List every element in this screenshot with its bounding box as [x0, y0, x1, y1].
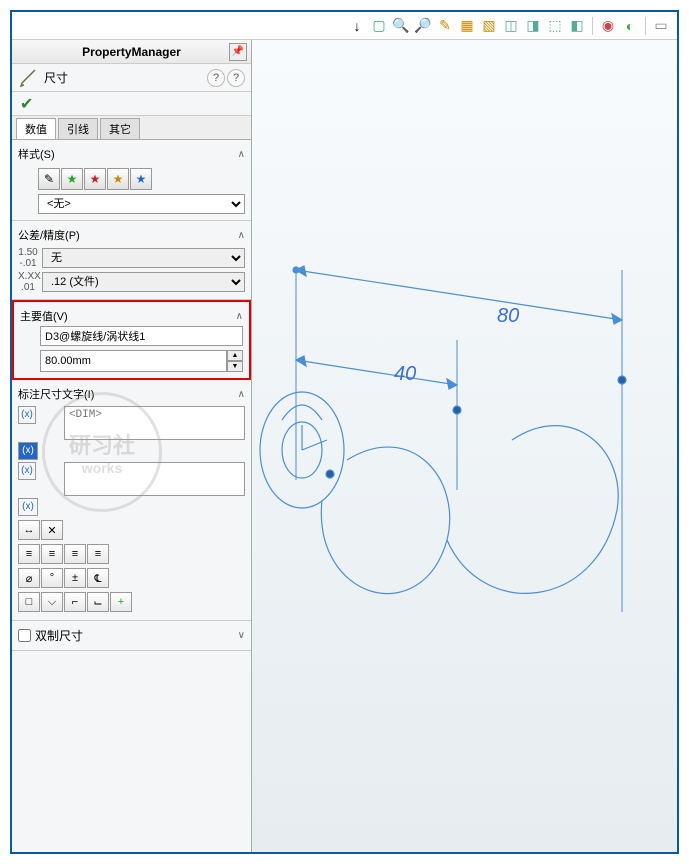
- align-btn[interactable]: ≡: [87, 544, 109, 564]
- tab-leader[interactable]: 引线: [58, 118, 98, 139]
- section-label: 样式(S): [18, 146, 55, 162]
- main-value-section: 主要值(V) ∧ ▲ ▼: [12, 300, 251, 380]
- dim-text-area[interactable]: [64, 406, 245, 440]
- view-toolbar: ↓ ▢ 🔍 🔎 ✎ ▦ ▧ ◫ ◨ ⬚ ◧ ◉ ◐ ▭: [12, 12, 677, 40]
- panel-title-bar: PropertyManager 📌: [12, 40, 251, 64]
- collapse-icon: ∧: [238, 149, 245, 160]
- tab-value[interactable]: 数值: [16, 118, 56, 139]
- dim-text-section: 标注尺寸文字(I) ∧ (x) (x) (x) (x) ↔ ✕ ≡: [12, 380, 251, 621]
- symbol-pm-btn[interactable]: ±: [64, 568, 86, 588]
- tolerance-section: 公差/精度(P) ∧ 1.50-.01 无 X.XX.01 .12 (文件): [12, 221, 251, 300]
- display-icon[interactable]: ◨: [523, 16, 543, 36]
- section-icon[interactable]: ▦: [457, 16, 477, 36]
- graphics-viewport[interactable]: 80 40 2: [252, 40, 677, 852]
- style-btn[interactable]: ✎: [38, 168, 60, 190]
- format-btn[interactable]: ✕: [41, 520, 63, 540]
- dimension-value-input[interactable]: [40, 350, 227, 372]
- style-dropdown[interactable]: <无>: [38, 194, 245, 214]
- help-button[interactable]: ?: [207, 69, 225, 87]
- dim-text-area[interactable]: [64, 462, 245, 496]
- zoom-icon[interactable]: 🔍: [391, 16, 411, 36]
- sketch-svg: 80 40: [252, 40, 672, 820]
- display-icon[interactable]: ⬚: [545, 16, 565, 36]
- precision-icon: X.XX.01: [18, 271, 38, 293]
- dim-40: 40: [394, 363, 416, 385]
- collapse-icon: ∧: [236, 311, 243, 322]
- dimension-icon: [20, 69, 38, 87]
- tolerance-type-dropdown[interactable]: 无: [42, 248, 245, 268]
- align-left-btn[interactable]: ≡: [18, 544, 40, 564]
- scene-icon[interactable]: ◐: [620, 16, 640, 36]
- style-load-btn[interactable]: ★: [130, 168, 152, 190]
- collapse-icon: ∨: [238, 630, 245, 641]
- separator: [645, 17, 646, 35]
- dim-80: 80: [497, 305, 519, 327]
- collapse-icon: ∧: [238, 230, 245, 241]
- text-pos-icon[interactable]: (x): [18, 406, 36, 424]
- symbol-btn[interactable]: ⌵: [41, 592, 63, 612]
- dual-dim-section: 双制尺寸 ∨: [12, 621, 251, 651]
- symbol-sq-btn[interactable]: □: [18, 592, 40, 612]
- collapse-icon: ∧: [238, 389, 245, 400]
- tool-icon[interactable]: ▢: [369, 16, 389, 36]
- spinner-up[interactable]: ▲: [227, 350, 243, 361]
- align-right-btn[interactable]: ≡: [64, 544, 86, 564]
- symbol-degree-btn[interactable]: °: [41, 568, 63, 588]
- tab-other[interactable]: 其它: [100, 118, 140, 139]
- appearance-icon[interactable]: ◉: [598, 16, 618, 36]
- text-pos-icon[interactable]: (x): [18, 442, 38, 460]
- help-button[interactable]: ?: [227, 69, 245, 87]
- display-icon[interactable]: ◧: [567, 16, 587, 36]
- pin-button[interactable]: 📌: [229, 43, 247, 61]
- symbol-diameter-btn[interactable]: ⌀: [18, 568, 40, 588]
- text-pos-icon[interactable]: (x): [18, 462, 36, 480]
- symbol-more-btn[interactable]: +: [110, 592, 132, 612]
- feature-name: 尺寸: [44, 69, 68, 86]
- spinner-down[interactable]: ▼: [227, 361, 243, 372]
- precision-dropdown[interactable]: .12 (文件): [42, 272, 245, 292]
- app-frame: ↓ ▢ 🔍 🔎 ✎ ▦ ▧ ◫ ◨ ⬚ ◧ ◉ ◐ ▭ PropertyMana…: [10, 10, 679, 854]
- symbol-center-btn[interactable]: ℄: [87, 568, 109, 588]
- style-del-btn[interactable]: ★: [84, 168, 106, 190]
- section-header[interactable]: 公差/精度(P) ∧: [18, 225, 245, 245]
- separator: [592, 17, 593, 35]
- section-label: 主要值(V): [20, 308, 68, 324]
- ok-button[interactable]: ✔: [20, 94, 33, 114]
- confirm-bar: ✔: [12, 92, 251, 116]
- align-center-btn[interactable]: ≡: [41, 544, 63, 564]
- view-icon[interactable]: ▭: [651, 16, 671, 36]
- tab-bar: 数值 引线 其它: [12, 116, 251, 140]
- format-btn[interactable]: ↔: [18, 520, 40, 540]
- section-header[interactable]: 标注尺寸文字(I) ∧: [18, 384, 245, 404]
- symbol-btn[interactable]: ⌙: [87, 592, 109, 612]
- style-save-btn[interactable]: ★: [107, 168, 129, 190]
- property-manager-panel: PropertyManager 📌 尺寸 ? ? ✔ 数值 引线 其它 样式(S…: [12, 40, 252, 852]
- display-icon[interactable]: ◫: [501, 16, 521, 36]
- zoom-fit-icon[interactable]: 🔎: [413, 16, 433, 36]
- dual-dim-checkbox[interactable]: [18, 629, 31, 642]
- section-label: 标注尺寸文字(I): [18, 386, 94, 402]
- tool-icon[interactable]: ▧: [479, 16, 499, 36]
- style-section: 样式(S) ∧ ✎ ★ ★ ★ ★ <无>: [12, 140, 251, 221]
- symbol-btn[interactable]: ⌐: [64, 592, 86, 612]
- dimension-name-input[interactable]: [40, 326, 243, 346]
- panel-title: PropertyManager: [82, 45, 181, 59]
- tolerance-type-icon: 1.50-.01: [18, 247, 38, 269]
- feature-header: 尺寸 ? ?: [12, 64, 251, 92]
- section-header[interactable]: 主要值(V) ∧: [20, 306, 243, 326]
- text-pos-icon[interactable]: (x): [18, 498, 38, 516]
- style-add-btn[interactable]: ★: [61, 168, 83, 190]
- tool-icon[interactable]: ↓: [347, 16, 367, 36]
- section-header[interactable]: 样式(S) ∧: [18, 144, 245, 164]
- tool-icon[interactable]: ✎: [435, 16, 455, 36]
- section-label: 公差/精度(P): [18, 227, 80, 243]
- dual-dim-label: 双制尺寸: [35, 627, 83, 644]
